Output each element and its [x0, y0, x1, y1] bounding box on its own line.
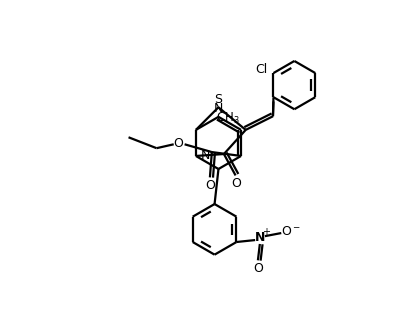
- Text: N: N: [255, 231, 265, 244]
- Text: CH$_3$: CH$_3$: [216, 111, 239, 126]
- Text: N: N: [214, 102, 223, 115]
- Text: N: N: [201, 149, 210, 162]
- Text: O: O: [231, 177, 241, 190]
- Text: Cl: Cl: [255, 63, 267, 76]
- Text: O: O: [173, 137, 183, 150]
- Text: O$^-$: O$^-$: [281, 225, 301, 238]
- Text: +: +: [262, 227, 270, 237]
- Text: O: O: [205, 179, 215, 192]
- Text: S: S: [215, 93, 222, 106]
- Text: O: O: [253, 262, 263, 275]
